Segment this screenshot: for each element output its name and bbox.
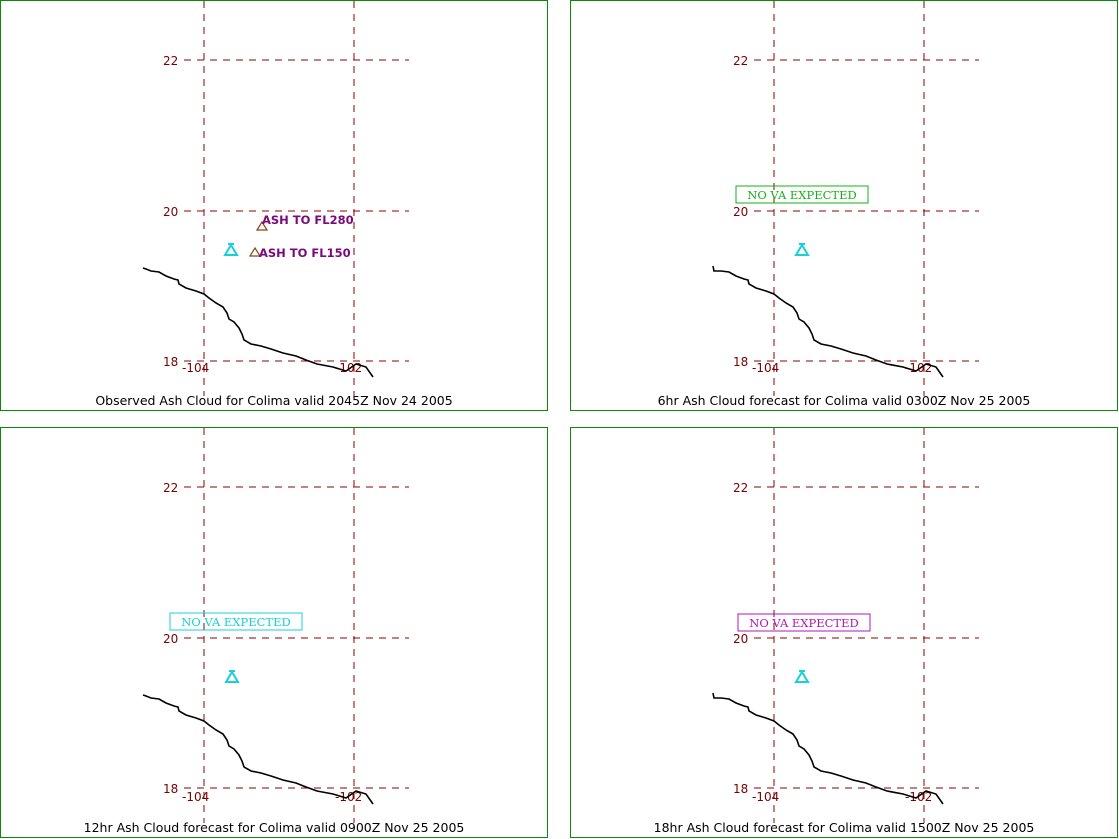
map-panel-observed: 22 20 18 -104 -102 ASH TO FL280 ASH TO F…: [0, 0, 548, 411]
map-panel-18hr: 22 20 18 -104 -102 NO VA EXPECTED 18hr A…: [570, 427, 1118, 838]
lat-tick-22: 22: [163, 54, 178, 68]
volcano-icon: [794, 670, 810, 683]
lon-tick-102: -102: [335, 361, 362, 375]
lat-tick-18: 18: [163, 355, 178, 369]
grid-lines: [184, 1, 409, 396]
ash-marker-fl150: [248, 246, 262, 257]
lat-tick-18: 18: [733, 355, 748, 369]
volcano-icon: [224, 670, 240, 683]
grid-lines: [754, 1, 979, 396]
no-va-expected-label: NO VA EXPECTED: [747, 188, 856, 202]
lon-tick-104: -104: [752, 790, 779, 804]
map-canvas: 22 20 18 -104 -102 NO VA EXPECTED: [712, 428, 979, 823]
lat-tick-18: 18: [733, 782, 748, 796]
coastline: [712, 692, 944, 805]
ash-marker-fl280: [255, 220, 269, 231]
lat-tick-20: 20: [163, 205, 178, 219]
lat-tick-20: 20: [163, 632, 178, 646]
lon-tick-102: -102: [905, 361, 932, 375]
lat-tick-20: 20: [733, 205, 748, 219]
volcano-icon: [223, 243, 239, 256]
no-va-expected-label: NO VA EXPECTED: [749, 616, 858, 630]
map-canvas: 22 20 18 -104 -102 NO VA EXPECTED: [712, 1, 979, 396]
map-panel-6hr: 22 20 18 -104 -102 NO VA EXPECTED 6hr As…: [570, 0, 1118, 411]
map-canvas: 22 20 18 -104 -102 ASH TO FL280 ASH TO F…: [142, 1, 409, 396]
grid-lines: [184, 428, 409, 823]
no-va-expected-label: NO VA EXPECTED: [181, 615, 290, 629]
ash-label-fl150: ASH TO FL150: [259, 246, 351, 260]
coastline: [712, 265, 944, 378]
lat-tick-18: 18: [163, 782, 178, 796]
panel-caption: 6hr Ash Cloud forecast for Colima valid …: [657, 393, 1031, 408]
lon-tick-104: -104: [752, 361, 779, 375]
lat-tick-22: 22: [733, 54, 748, 68]
lon-tick-104: -104: [182, 361, 209, 375]
coastline: [142, 694, 374, 805]
lon-tick-104: -104: [182, 790, 209, 804]
panel-caption: 12hr Ash Cloud forecast for Colima valid…: [83, 820, 465, 835]
no-va-box: [169, 612, 303, 631]
panel-caption: 18hr Ash Cloud forecast for Colima valid…: [653, 820, 1035, 835]
no-va-box: [735, 185, 869, 204]
map-canvas: 22 20 18 -104 -102 NO VA EXPECTED: [142, 428, 409, 823]
grid-lines: [754, 428, 979, 823]
volcano-icon: [794, 243, 810, 256]
lat-tick-20: 20: [733, 632, 748, 646]
lat-tick-22: 22: [733, 481, 748, 495]
no-va-box: [737, 613, 871, 632]
map-panel-12hr: 22 20 18 -104 -102 NO VA EXPECTED 12hr A…: [0, 427, 548, 838]
ash-label-fl280: ASH TO FL280: [262, 213, 354, 227]
coastline: [142, 267, 374, 378]
panel-caption: Observed Ash Cloud for Colima valid 2045…: [95, 393, 453, 408]
lat-tick-22: 22: [163, 481, 178, 495]
